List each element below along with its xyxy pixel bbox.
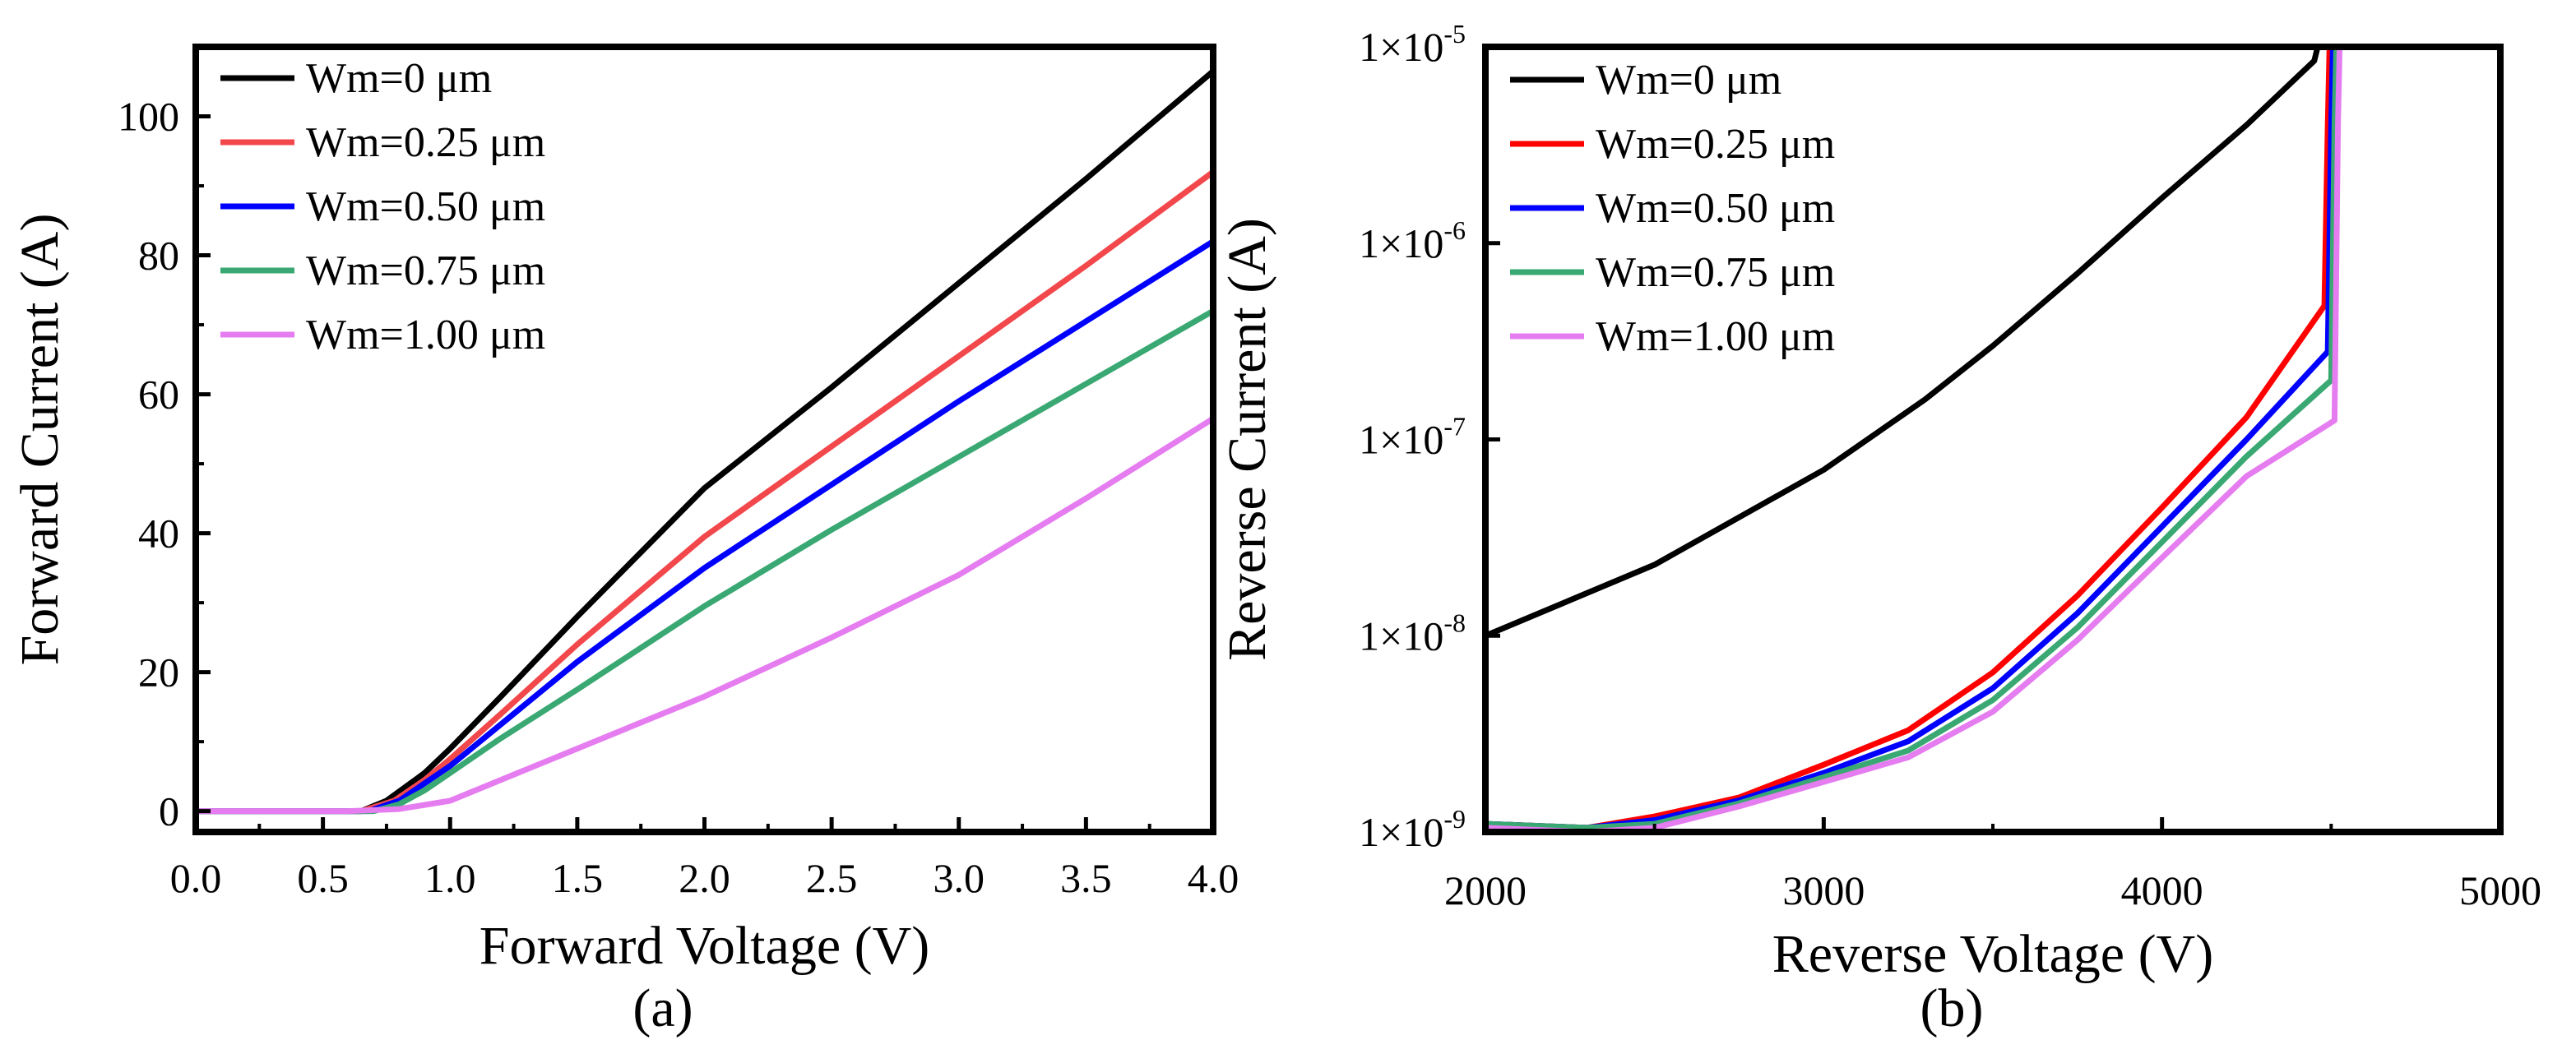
x-tick-label: 5000 bbox=[2459, 867, 2541, 913]
x-tick-label: 4.0 bbox=[1188, 855, 1239, 901]
x-tick-label: 3.0 bbox=[934, 855, 985, 901]
y-axis-title: Reverse Current (A) bbox=[1217, 218, 1277, 661]
y-tick-label: 20 bbox=[138, 649, 179, 696]
panel-a-forward-iv-chart: 0.0 0.5 1.0 1.5 2.0 2.5 3.0 3.5 4.0 0 20 40 60 80 100 F… bbox=[10, 44, 1239, 1038]
y-tick-label: 80 bbox=[138, 233, 179, 279]
y-tick-exponent: -7 bbox=[1443, 412, 1466, 441]
y-tick-label: 1×10-9 bbox=[1359, 804, 1466, 855]
y-tick-label: 0 bbox=[159, 788, 179, 834]
series-line-2 bbox=[196, 238, 1213, 815]
series-line-3 bbox=[196, 307, 1213, 815]
y-tick-base: 1×10 bbox=[1359, 24, 1443, 70]
series-group bbox=[196, 68, 1213, 815]
legend-label-1: Wm=0.25 μm bbox=[306, 119, 545, 166]
y-tick-label: 60 bbox=[138, 372, 179, 418]
series-line-0 bbox=[196, 68, 1213, 815]
legend-label-3: Wm=0.75 μm bbox=[1596, 249, 1835, 296]
y-tick-label: 100 bbox=[118, 94, 179, 140]
x-tick-label: 2.0 bbox=[679, 855, 730, 901]
x-tick-label: 1.5 bbox=[552, 855, 604, 901]
x-tick-label: 0.5 bbox=[297, 855, 349, 901]
y-tick-label: 1×10-6 bbox=[1359, 215, 1466, 266]
legend-label-2: Wm=0.50 μm bbox=[1596, 185, 1835, 232]
legend-label-4: Wm=1.00 μm bbox=[1596, 313, 1835, 360]
series-line-2 bbox=[1485, 47, 2336, 831]
x-axis-title: Reverse Voltage (V) bbox=[1772, 924, 2213, 984]
panel-label: (a) bbox=[632, 978, 693, 1038]
y-tick-label: 1×10-8 bbox=[1359, 608, 1466, 659]
y-tick-base: 1×10 bbox=[1359, 417, 1443, 463]
y-tick-base: 1×10 bbox=[1359, 220, 1443, 266]
y-tick-exponent: -5 bbox=[1443, 19, 1466, 49]
x-tick-label: 2.5 bbox=[806, 855, 858, 901]
series-line-0 bbox=[1485, 47, 2324, 639]
y-tick-exponent: -8 bbox=[1443, 608, 1466, 637]
x-tick-label: 0.0 bbox=[170, 855, 222, 901]
y-tick-label: 1×10-5 bbox=[1359, 19, 1466, 70]
x-tick-label: 2000 bbox=[1444, 867, 1527, 913]
legend-label-3: Wm=0.75 μm bbox=[306, 247, 545, 294]
legend-label-2: Wm=0.50 μm bbox=[306, 183, 545, 230]
series-line-4 bbox=[196, 415, 1213, 815]
y-tick-exponent: -6 bbox=[1443, 215, 1466, 245]
y-tick-base: 1×10 bbox=[1359, 809, 1443, 855]
x-tick-label: 1.0 bbox=[424, 855, 476, 901]
y-axis-title: Forward Current (A) bbox=[10, 214, 70, 666]
legend-label-1: Wm=0.25 μm bbox=[1596, 121, 1835, 168]
series-line-1 bbox=[1485, 47, 2333, 831]
x-tick-label: 3000 bbox=[1782, 867, 1865, 913]
x-tick-label: 4000 bbox=[2121, 867, 2203, 913]
legend-label-0: Wm=0 μm bbox=[1596, 57, 1781, 104]
x-axis-title: Forward Voltage (V) bbox=[480, 916, 929, 976]
y-tick-label: 1×10-7 bbox=[1359, 412, 1466, 463]
y-tick-label: 40 bbox=[138, 511, 179, 557]
y-tick-exponent: -9 bbox=[1443, 804, 1466, 834]
x-tick-label: 3.5 bbox=[1060, 855, 1112, 901]
panel-b-reverse-iv-chart: 2000 3000 4000 50001×10-91×10-81×10-71×10-6… bbox=[1217, 19, 2541, 1038]
y-tick-base: 1×10 bbox=[1359, 612, 1443, 659]
panel-label: (b) bbox=[1920, 978, 1984, 1038]
legend-label-0: Wm=0 μm bbox=[306, 55, 492, 102]
legend-label-4: Wm=1.00 μm bbox=[306, 312, 545, 358]
